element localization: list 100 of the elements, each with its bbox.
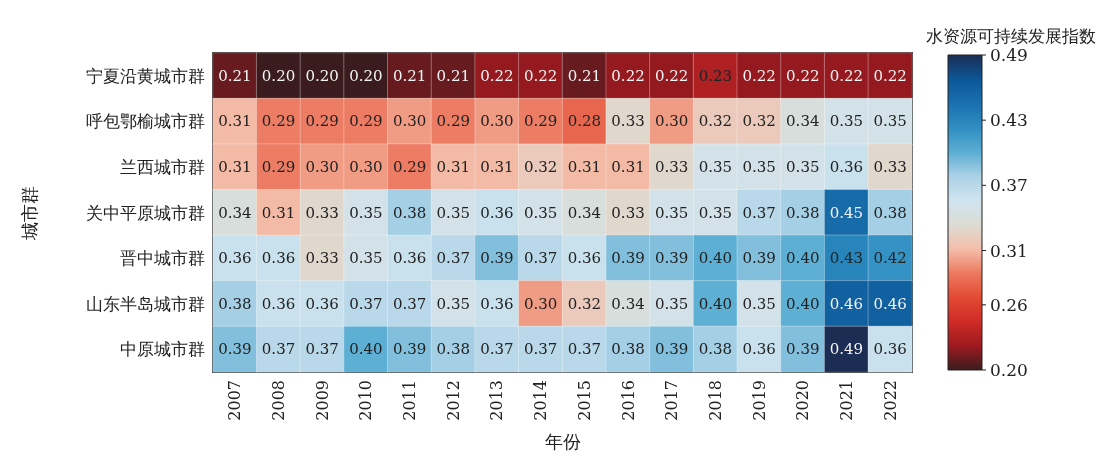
data-label: 0.36 xyxy=(218,249,252,268)
data-label: 0.35 xyxy=(829,112,864,131)
data-label: 0.35 xyxy=(523,203,558,222)
data-label: 0.30 xyxy=(523,294,558,313)
data-label: 0.31 xyxy=(261,203,296,222)
data-label: 0.35 xyxy=(436,294,470,313)
x-tick-label: 2008 xyxy=(269,380,289,421)
data-label: 0.30 xyxy=(392,112,427,131)
data-label: 0.32 xyxy=(567,294,602,313)
data-label: 0.38 xyxy=(786,203,820,222)
data-label: 0.37 xyxy=(261,340,296,359)
data-label: 0.22 xyxy=(523,66,558,85)
data-label: 0.34 xyxy=(786,112,820,131)
data-label: 0.23 xyxy=(698,66,733,85)
y-tick-label: 兰西城市群 xyxy=(120,156,205,177)
data-label: 0.34 xyxy=(611,294,645,313)
data-label: 0.49 xyxy=(829,340,864,359)
data-label: 0.31 xyxy=(611,157,645,176)
y-tick-label: 中原城市群 xyxy=(120,339,205,360)
color-bar-label: 0.49 xyxy=(990,45,1028,65)
data-label: 0.33 xyxy=(655,157,689,176)
color-bar-label: 0.31 xyxy=(990,240,1028,261)
data-label: 0.37 xyxy=(349,294,383,313)
data-label: 0.31 xyxy=(218,157,252,176)
data-label: 0.22 xyxy=(655,66,689,85)
color-bar-label: 0.26 xyxy=(990,294,1028,315)
data-label: 0.38 xyxy=(873,203,907,222)
data-label: 0.21 xyxy=(436,66,470,85)
data-label: 0.35 xyxy=(873,112,907,131)
data-label: 0.30 xyxy=(480,112,514,131)
data-label: 0.39 xyxy=(392,340,427,359)
data-label: 0.37 xyxy=(480,340,514,359)
data-label: 0.36 xyxy=(829,157,864,176)
x-tick-label: 2010 xyxy=(356,380,376,421)
data-label: 0.37 xyxy=(523,340,558,359)
data-label: 0.40 xyxy=(349,340,383,359)
data-label: 0.35 xyxy=(742,157,776,176)
data-label: 0.29 xyxy=(261,112,296,131)
data-label: 0.35 xyxy=(655,203,689,222)
data-label: 0.36 xyxy=(480,203,514,222)
data-label: 0.38 xyxy=(611,340,645,359)
data-label: 0.36 xyxy=(392,249,427,268)
data-label: 0.39 xyxy=(655,249,689,268)
data-label: 0.35 xyxy=(655,294,689,313)
data-label: 0.36 xyxy=(873,340,907,359)
data-label: 0.35 xyxy=(786,157,820,176)
data-label: 0.36 xyxy=(261,294,296,313)
data-label: 0.21 xyxy=(392,66,427,85)
y-tick-label: 呼包鄂榆城市群 xyxy=(86,111,205,132)
y-tick-label: 宁夏沿黄城市群 xyxy=(86,65,205,86)
x-axis-title: 年份 xyxy=(544,430,581,452)
data-label: 0.46 xyxy=(829,294,864,313)
data-label: 0.36 xyxy=(567,249,602,268)
x-tick-label: 2022 xyxy=(880,380,900,421)
data-label: 0.22 xyxy=(873,66,907,85)
data-label: 0.43 xyxy=(829,249,864,268)
data-label: 0.30 xyxy=(305,157,339,176)
data-label: 0.36 xyxy=(305,294,339,313)
data-label: 0.22 xyxy=(829,66,864,85)
data-label: 0.34 xyxy=(567,203,602,222)
x-tick-label: 2018 xyxy=(705,380,725,421)
data-label: 0.33 xyxy=(305,249,339,268)
data-label: 0.39 xyxy=(218,340,252,359)
data-label: 0.31 xyxy=(436,157,470,176)
data-label: 0.37 xyxy=(523,249,558,268)
x-tick-label: 2017 xyxy=(662,380,682,421)
data-label: 0.40 xyxy=(786,249,820,268)
data-label: 0.42 xyxy=(873,249,907,268)
y-tick-label: 山东半岛城市群 xyxy=(86,293,205,314)
data-label: 0.34 xyxy=(218,203,252,222)
x-tick-label: 2019 xyxy=(749,380,769,421)
data-label: 0.20 xyxy=(349,66,383,85)
data-label: 0.39 xyxy=(480,249,514,268)
data-label: 0.39 xyxy=(611,249,645,268)
data-label: 0.32 xyxy=(742,112,776,131)
data-label: 0.30 xyxy=(655,112,689,131)
data-label: 0.33 xyxy=(305,203,339,222)
data-label: 0.39 xyxy=(742,249,776,268)
data-label: 0.35 xyxy=(742,294,776,313)
color-bar-label: 0.37 xyxy=(990,175,1028,196)
data-label: 0.20 xyxy=(305,66,339,85)
x-tick-label: 2016 xyxy=(618,380,638,421)
data-label: 0.38 xyxy=(698,340,733,359)
x-tick-label: 2011 xyxy=(400,380,420,421)
data-label: 0.35 xyxy=(349,249,383,268)
data-label: 0.36 xyxy=(261,249,296,268)
data-label: 0.40 xyxy=(786,294,820,313)
x-tick-label: 2007 xyxy=(225,380,245,421)
data-label: 0.33 xyxy=(611,203,645,222)
data-label: 0.40 xyxy=(698,294,733,313)
data-label: 0.32 xyxy=(698,112,733,131)
data-label: 0.37 xyxy=(436,249,470,268)
color-bar-title: 水资源可持续发展指数 xyxy=(926,26,1096,46)
data-label: 0.37 xyxy=(742,203,776,222)
data-label: 0.31 xyxy=(218,112,252,131)
data-label: 0.33 xyxy=(611,112,645,131)
data-label: 0.20 xyxy=(261,66,296,85)
data-label: 0.21 xyxy=(218,66,252,85)
data-label: 0.28 xyxy=(567,112,602,131)
data-label: 0.37 xyxy=(305,340,339,359)
